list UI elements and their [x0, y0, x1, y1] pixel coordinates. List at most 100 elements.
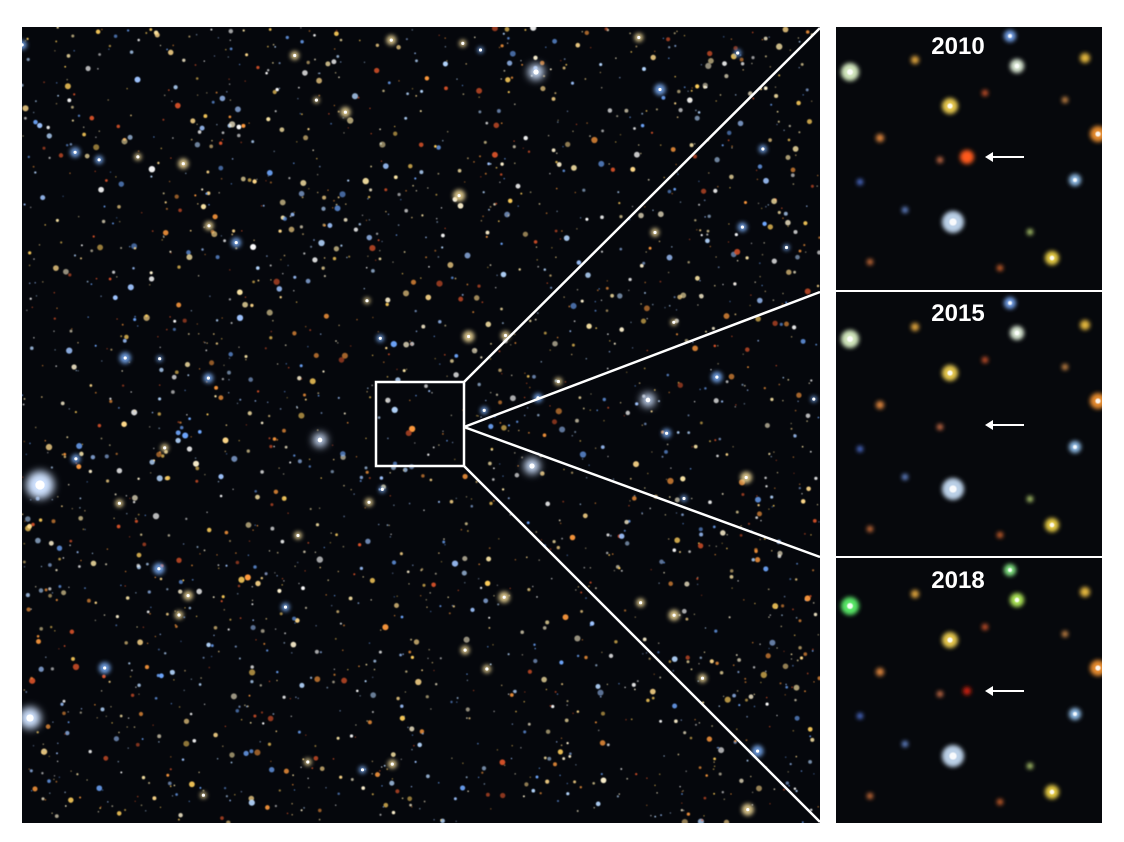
star [236, 402, 239, 404]
star [709, 440, 711, 443]
star [736, 690, 739, 692]
star [552, 340, 558, 347]
star [493, 122, 500, 129]
star [209, 360, 215, 366]
star [613, 570, 616, 572]
star [229, 752, 235, 758]
star [690, 89, 693, 92]
star [514, 103, 516, 106]
star [267, 715, 274, 722]
star [225, 453, 228, 455]
star [793, 684, 800, 691]
star [772, 603, 779, 610]
star [721, 144, 724, 147]
star [359, 475, 364, 480]
star [260, 470, 264, 474]
star [774, 487, 776, 489]
star [810, 379, 813, 382]
star [666, 373, 670, 377]
star [211, 100, 215, 104]
star [723, 36, 725, 38]
star [937, 424, 943, 430]
star [265, 805, 270, 810]
star [323, 224, 326, 227]
star [273, 278, 280, 285]
star [270, 760, 272, 763]
star [98, 130, 100, 132]
star [654, 815, 657, 818]
star [337, 342, 339, 344]
star [764, 670, 767, 673]
star [248, 669, 256, 676]
star [40, 195, 46, 201]
star [570, 471, 574, 474]
star [69, 329, 73, 333]
star [463, 648, 467, 652]
star [267, 69, 270, 72]
star [554, 690, 557, 693]
star [67, 721, 70, 724]
star [729, 174, 734, 180]
star [817, 806, 819, 808]
star [400, 199, 402, 201]
star [203, 341, 205, 343]
star [213, 626, 218, 630]
panel [841, 30, 1102, 271]
star [775, 364, 777, 367]
star [517, 465, 519, 467]
star [206, 92, 208, 94]
star [804, 533, 806, 535]
star [117, 760, 119, 763]
star [1049, 522, 1055, 528]
star [320, 412, 323, 414]
star [67, 98, 72, 103]
star [436, 217, 438, 220]
star [308, 786, 310, 789]
star [293, 290, 295, 292]
star [28, 251, 32, 255]
star [247, 411, 252, 416]
star [30, 346, 34, 350]
star [297, 730, 301, 734]
star [797, 37, 800, 39]
star [847, 69, 853, 75]
star [124, 334, 129, 340]
panel-stars [841, 30, 1102, 805]
star [472, 689, 475, 692]
star [375, 43, 380, 47]
star [533, 658, 538, 664]
star [40, 565, 43, 568]
star [574, 191, 576, 194]
star [675, 512, 678, 514]
star [562, 145, 564, 148]
star [153, 447, 155, 450]
star [602, 397, 607, 402]
star [375, 772, 380, 778]
star [810, 534, 812, 536]
star [353, 227, 359, 232]
star [902, 474, 908, 480]
star [159, 346, 161, 349]
star [782, 376, 785, 379]
star [653, 389, 656, 391]
star [347, 179, 350, 182]
star [483, 140, 487, 144]
star [179, 421, 182, 424]
star [194, 64, 197, 66]
star [240, 791, 243, 793]
star [767, 588, 770, 591]
star [649, 688, 656, 695]
star [272, 89, 277, 95]
star [816, 504, 819, 506]
star [568, 754, 572, 758]
star [101, 690, 103, 692]
star [151, 411, 154, 414]
star [76, 464, 82, 470]
star [461, 84, 464, 87]
star [410, 785, 413, 788]
star [608, 163, 610, 165]
star [714, 629, 718, 633]
star [119, 220, 121, 223]
star [566, 792, 570, 796]
star [960, 150, 974, 164]
